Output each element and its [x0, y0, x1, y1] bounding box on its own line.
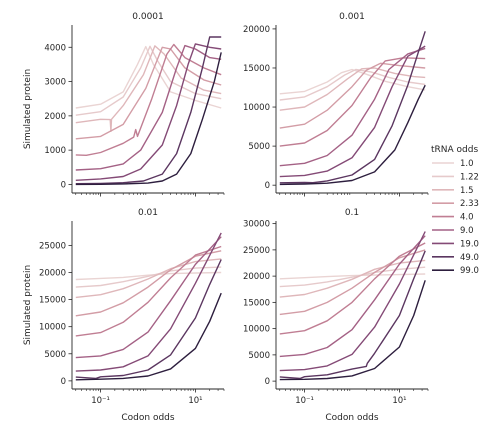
series-line-1.22 — [279, 266, 426, 288]
series-line-4.0 — [75, 245, 222, 337]
y-tick-label: 30000 — [243, 220, 270, 230]
y-tick-label: 4000 — [44, 43, 66, 53]
series-line-49.0 — [279, 31, 426, 184]
y-tick-label: 20000 — [243, 25, 270, 35]
y-tick-label: 20000 — [243, 272, 270, 282]
panel-4: 0.1 0 5000 10000 15000 20000 25000 30000 10⁻¹ 10¹… — [243, 208, 429, 423]
panel-title: 0.01 — [138, 208, 158, 218]
panel-1: 0.0001 0 1000 2000 3000 4000 Simulated protein — [23, 12, 225, 197]
y-tick-label: 15000 — [39, 296, 66, 306]
series-line-1.0 — [75, 271, 222, 281]
y-tick-label: 0 — [265, 377, 270, 387]
x-tick-label: 10¹ — [392, 396, 406, 406]
x-axis-label: Codon odds — [121, 413, 175, 423]
series-line-1.22 — [279, 68, 426, 101]
legend: tRNA odds 1.0 1.22 1.5 2.33 4.0 9.0 19.0 49.0 99.… — [431, 145, 479, 276]
y-tick-label: 5000 — [44, 350, 66, 360]
y-tick-label: 20000 — [39, 268, 66, 278]
panel-title: 0.0001 — [132, 12, 164, 22]
y-tick-label: 25000 — [243, 246, 270, 256]
series-line-4.0 — [279, 242, 426, 335]
series-line-4.0 — [75, 43, 222, 156]
series-line-1.5 — [279, 259, 426, 298]
series-line-9.0 — [75, 236, 222, 359]
series-line-99.0 — [75, 52, 222, 186]
series-line-19.0 — [279, 45, 426, 178]
y-tick-label: 2000 — [44, 112, 66, 122]
series-line-19.0 — [279, 231, 426, 372]
series-line-1.5 — [75, 258, 222, 299]
legend-label: 1.5 — [460, 186, 474, 196]
y-axis-label: Simulated protein — [23, 69, 33, 149]
legend-label: 1.22 — [460, 172, 479, 182]
series-line-1.5 — [75, 45, 222, 132]
y-axis-label: Simulated protein — [23, 265, 33, 345]
x-tick-label: 10⁻¹ — [91, 396, 110, 406]
y-tick-label: 0 — [265, 181, 270, 191]
series-line-99.0 — [279, 280, 426, 381]
panel-3: 0.01 0 5000 10000 15000 20000 25000 10⁻¹ 10¹ Simu… — [23, 208, 225, 423]
legend-label: 2.33 — [460, 199, 479, 209]
y-tick-label: 5000 — [248, 351, 270, 361]
legend-title: tRNA odds — [431, 145, 478, 155]
x-axis-label: Codon odds — [325, 413, 379, 423]
series-line-1.0 — [279, 273, 426, 280]
series-line-99.0 — [75, 292, 222, 381]
x-tick-label: 10¹ — [188, 396, 202, 406]
series-line-49.0 — [75, 36, 222, 185]
panel-title: 0.1 — [345, 208, 359, 218]
legend-label: 99.0 — [460, 266, 479, 276]
legend-label: 49.0 — [460, 253, 479, 263]
series-line-1.0 — [75, 45, 222, 109]
legend-label: 9.0 — [460, 226, 474, 236]
y-tick-label: 25000 — [39, 241, 66, 251]
y-tick-label: 15000 — [243, 298, 270, 308]
series-line-9.0 — [279, 47, 426, 167]
series-line-49.0 — [75, 259, 222, 380]
series-line-2.33 — [279, 249, 426, 316]
y-tick-label: 10000 — [39, 323, 66, 333]
legend-label: 19.0 — [460, 239, 479, 249]
x-tick-label: 10⁻¹ — [295, 396, 314, 406]
series-line-9.0 — [279, 235, 426, 358]
legend-label: 4.0 — [460, 213, 474, 223]
series-line-2.33 — [75, 250, 222, 317]
series-line-2.33 — [279, 62, 426, 129]
series-line-9.0 — [75, 44, 222, 171]
y-tick-label: 5000 — [248, 142, 270, 152]
panel-2: 0.001 0 5000 10000 15000 20000 — [243, 12, 429, 197]
series-line-19.0 — [75, 43, 222, 181]
series-line-19.0 — [75, 232, 222, 372]
y-tick-label: 3000 — [44, 78, 66, 88]
y-tick-label: 10000 — [243, 325, 270, 335]
series-line-1.22 — [75, 266, 222, 288]
y-tick-label: 0 — [61, 377, 66, 387]
series-line-1.0 — [279, 68, 426, 95]
y-tick-label: 10000 — [243, 103, 270, 113]
y-tick-label: 0 — [61, 180, 66, 190]
series-line-1.5 — [279, 67, 426, 111]
panel-title: 0.001 — [339, 12, 365, 22]
series-line-2.33 — [75, 46, 222, 140]
y-tick-label: 15000 — [243, 64, 270, 74]
series-line-49.0 — [279, 250, 426, 380]
series-line-1.22 — [75, 45, 222, 116]
series-line-4.0 — [279, 57, 426, 147]
series-line-99.0 — [279, 84, 426, 186]
legend-label: 1.0 — [460, 159, 474, 169]
y-tick-label: 1000 — [44, 146, 66, 156]
